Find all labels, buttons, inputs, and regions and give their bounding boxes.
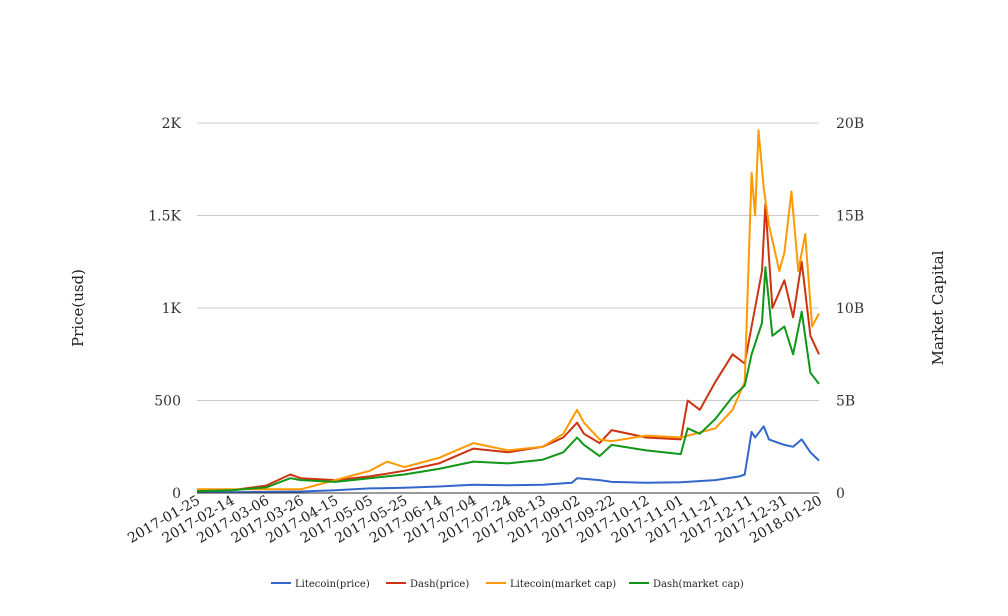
right-tick-label: 5B: [836, 394, 855, 410]
left-tick-label: 1K: [162, 301, 182, 317]
left-axis-title: Price(usd): [69, 269, 87, 347]
right-tick-label: 10B: [836, 301, 864, 317]
left-tick-label: 1.5K: [148, 209, 181, 225]
legend-label: Dash(market cap): [653, 579, 744, 590]
series-line: [197, 129, 820, 491]
right-tick-label: 15B: [836, 209, 864, 225]
left-tick-label: 500: [154, 394, 181, 410]
series-line: [197, 425, 820, 494]
gridlines: [197, 122, 819, 401]
right-tick-label: 20B: [836, 116, 864, 132]
left-axis-ticks: 0 500 1K 1.5K 2K: [148, 116, 181, 502]
series-line: [196, 203, 820, 492]
series-line: [196, 266, 820, 493]
legend-label: Litecoin(price): [295, 579, 370, 590]
left-tick-label: 2K: [162, 116, 182, 132]
x-axis-ticks: 2017-01-252017-02-142017-03-062017-03-26…: [125, 493, 825, 547]
series-lines: [196, 129, 820, 494]
right-axis-ticks: 0 5B 10B 15B 20B: [836, 116, 864, 502]
right-axis-title: Market Capital: [929, 250, 947, 365]
left-tick-label: 0: [172, 486, 181, 502]
legend-label: Dash(price): [410, 579, 469, 590]
legend: Litecoin(price) Dash(price) Litecoin(marke…: [271, 579, 744, 590]
right-tick-label: 0: [836, 486, 845, 502]
legend-label: Litecoin(market cap): [510, 579, 616, 590]
